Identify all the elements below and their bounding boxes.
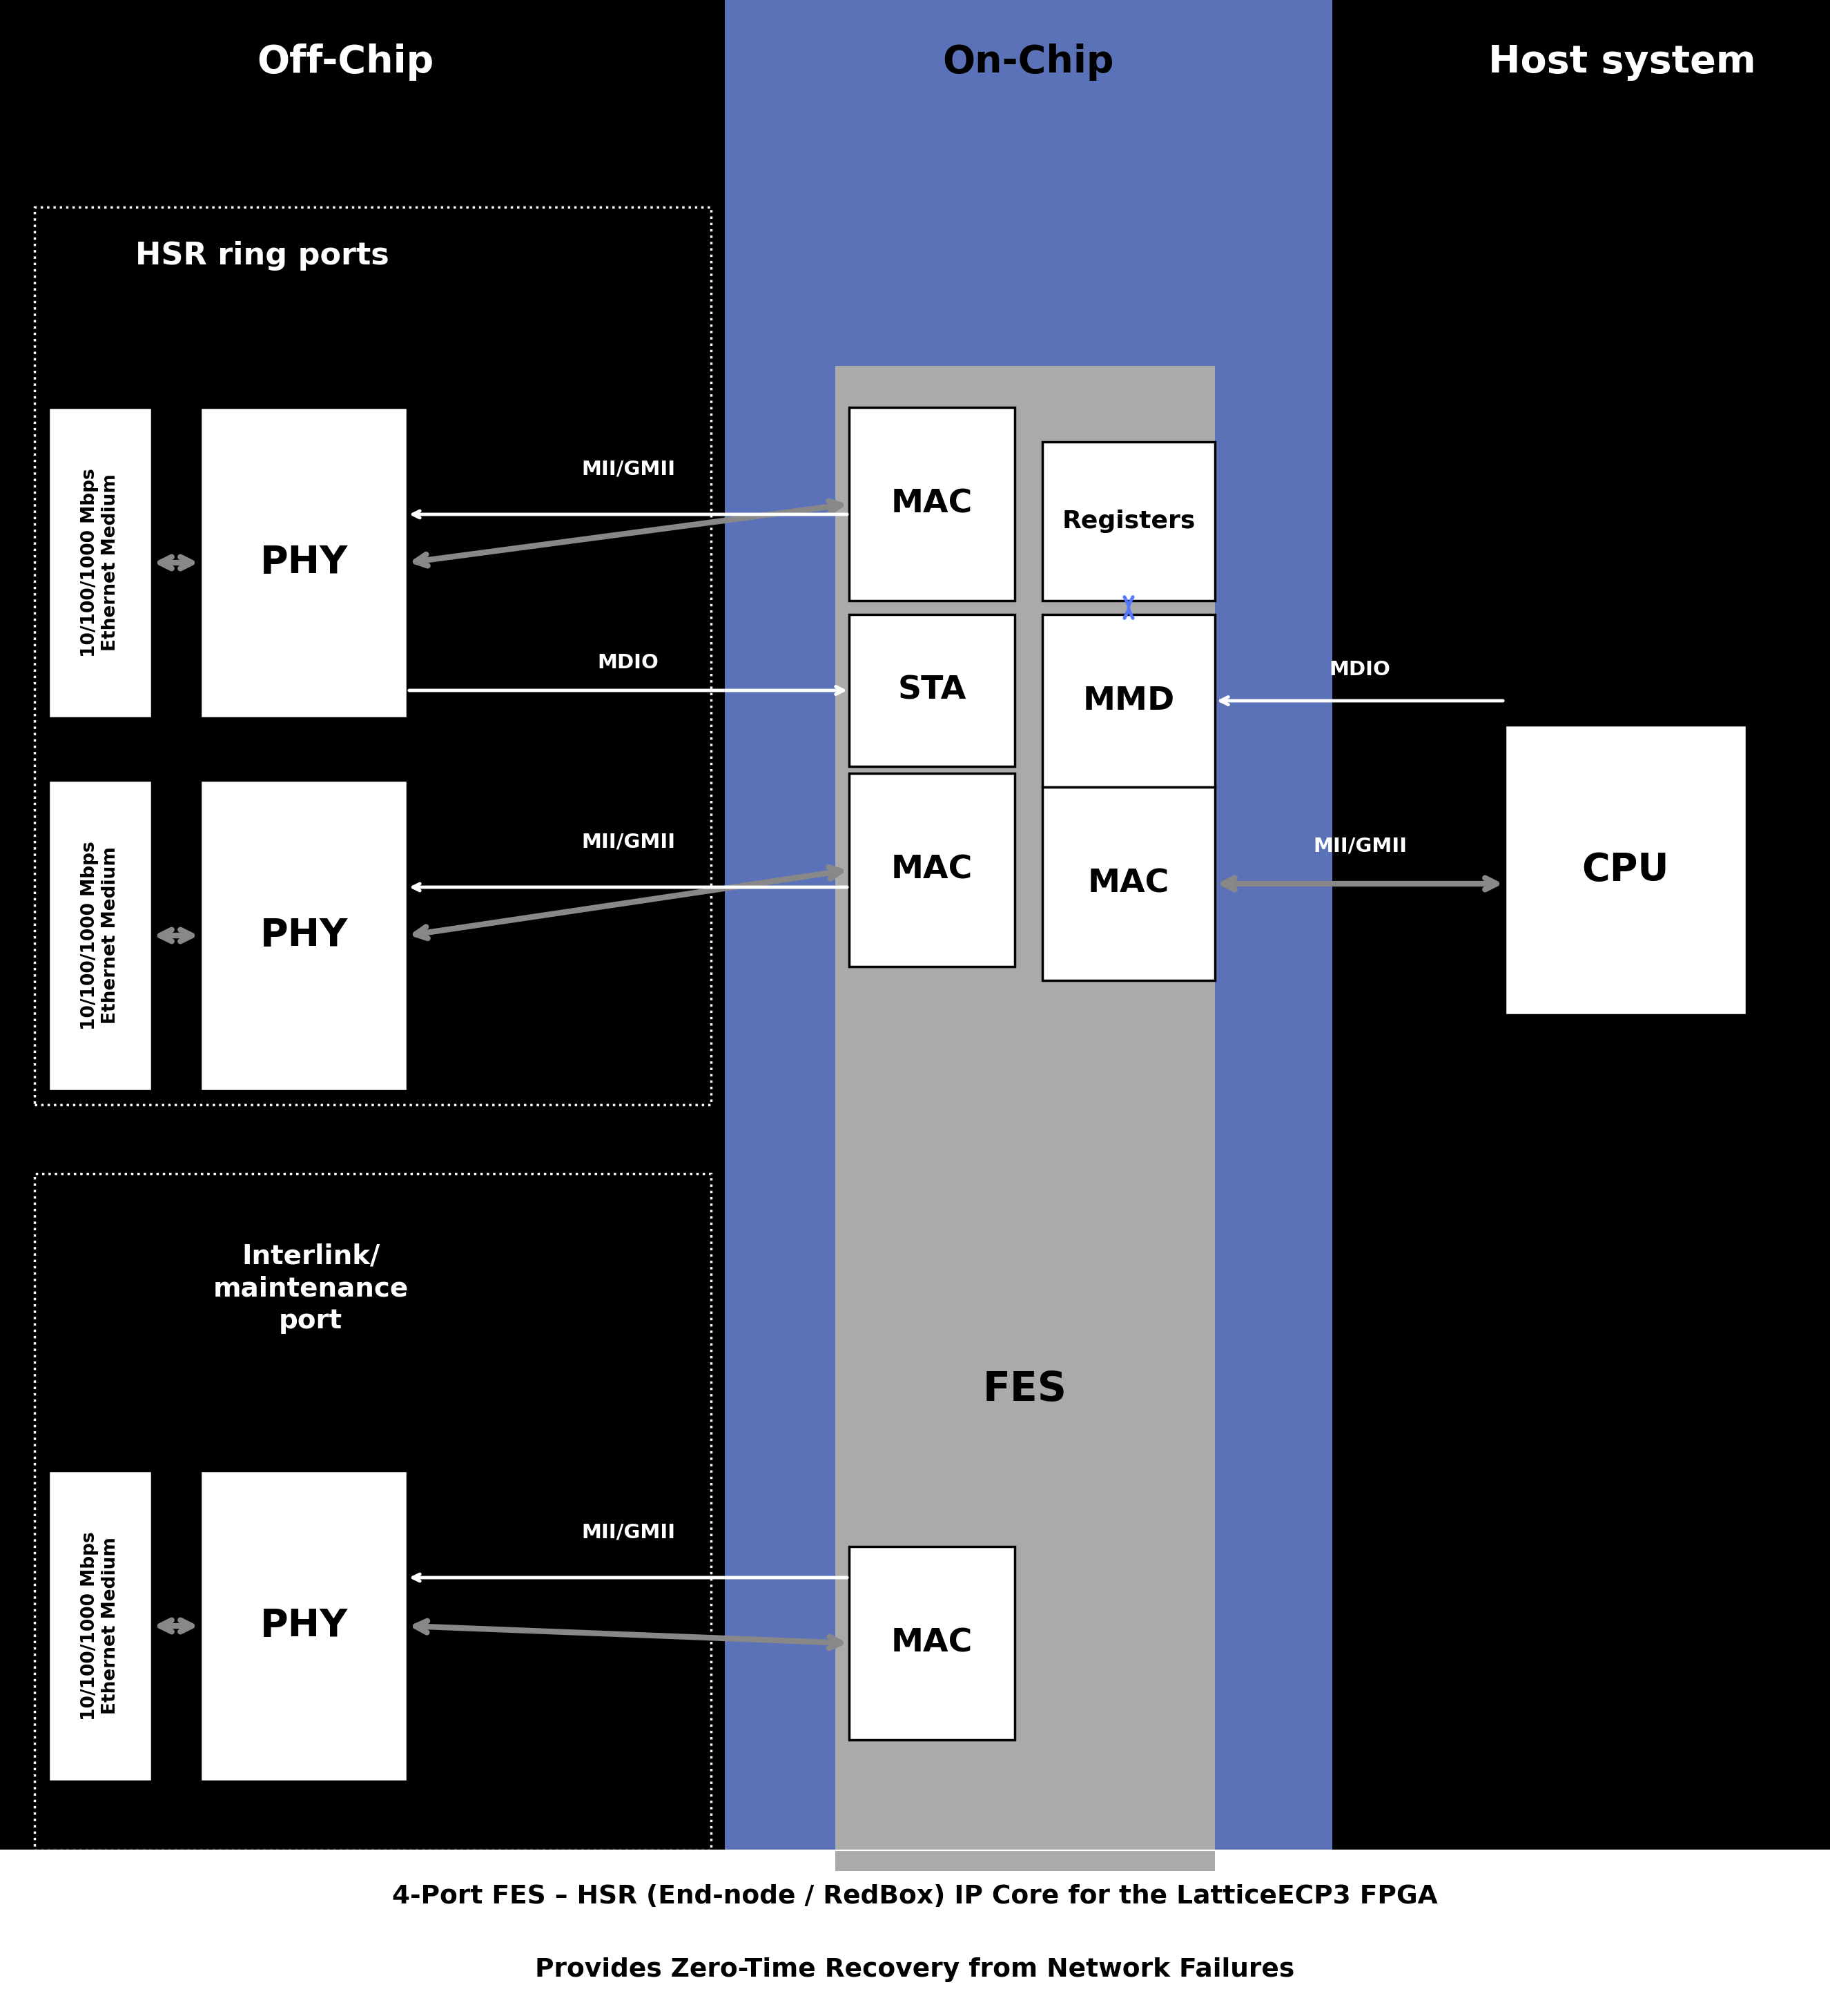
Bar [48, 780, 152, 1091]
Text: MAC: MAC [891, 855, 974, 885]
Text: Registers: Registers [1061, 510, 1195, 532]
Text: PHY: PHY [260, 1607, 348, 1645]
Bar [834, 367, 1215, 1871]
Text: MAC: MAC [891, 488, 974, 520]
Text: PHY: PHY [260, 544, 348, 581]
Text: MII/GMII: MII/GMII [582, 460, 675, 480]
Text: Interlink/
maintenance
port: Interlink/ maintenance port [212, 1242, 408, 1335]
Bar [48, 407, 152, 718]
Text: FES: FES [983, 1369, 1067, 1409]
Bar [199, 1470, 408, 1782]
Bar [35, 208, 712, 1105]
Bar [849, 1546, 1016, 1740]
Text: HSR ring ports: HSR ring ports [135, 240, 390, 270]
Text: 10/100/1000 Mbps
Ethernet Medium: 10/100/1000 Mbps Ethernet Medium [81, 841, 119, 1030]
Bar [0, 1851, 1830, 2016]
Text: MII/GMII: MII/GMII [1312, 837, 1407, 855]
Bar [1043, 786, 1215, 980]
Bar [1043, 442, 1215, 601]
Text: 10/100/1000 Mbps
Ethernet Medium: 10/100/1000 Mbps Ethernet Medium [81, 468, 119, 657]
Text: MII/GMII: MII/GMII [582, 833, 675, 853]
Text: PHY: PHY [260, 917, 348, 954]
Bar [725, 0, 1332, 1851]
Bar [199, 407, 408, 718]
Bar [849, 774, 1016, 966]
Bar [849, 615, 1016, 766]
Bar [1043, 615, 1215, 786]
Text: MDIO: MDIO [598, 653, 659, 673]
Bar [1504, 726, 1746, 1014]
Text: MDIO: MDIO [1329, 659, 1391, 679]
Text: MMD: MMD [1083, 685, 1175, 716]
Bar [849, 407, 1016, 601]
Text: Provides Zero-Time Recovery from Network Failures: Provides Zero-Time Recovery from Network… [534, 1958, 1296, 1982]
Bar [48, 1470, 152, 1782]
Text: MAC: MAC [891, 1627, 974, 1659]
Text: MAC: MAC [1087, 869, 1169, 899]
Text: 4-Port FES – HSR (End-node / RedBox) IP Core for the LatticeECP3 FPGA: 4-Port FES – HSR (End-node / RedBox) IP … [392, 1885, 1438, 1909]
Text: STA: STA [897, 675, 966, 706]
Bar [35, 1173, 712, 1851]
Text: On-Chip: On-Chip [942, 44, 1114, 81]
Text: 10/100/1000 Mbps
Ethernet Medium: 10/100/1000 Mbps Ethernet Medium [81, 1532, 119, 1720]
Text: MII/GMII: MII/GMII [582, 1522, 675, 1542]
Text: Off-Chip: Off-Chip [256, 44, 434, 81]
Text: Host system: Host system [1488, 44, 1757, 81]
Text: CPU: CPU [1581, 851, 1669, 889]
Bar [199, 780, 408, 1091]
